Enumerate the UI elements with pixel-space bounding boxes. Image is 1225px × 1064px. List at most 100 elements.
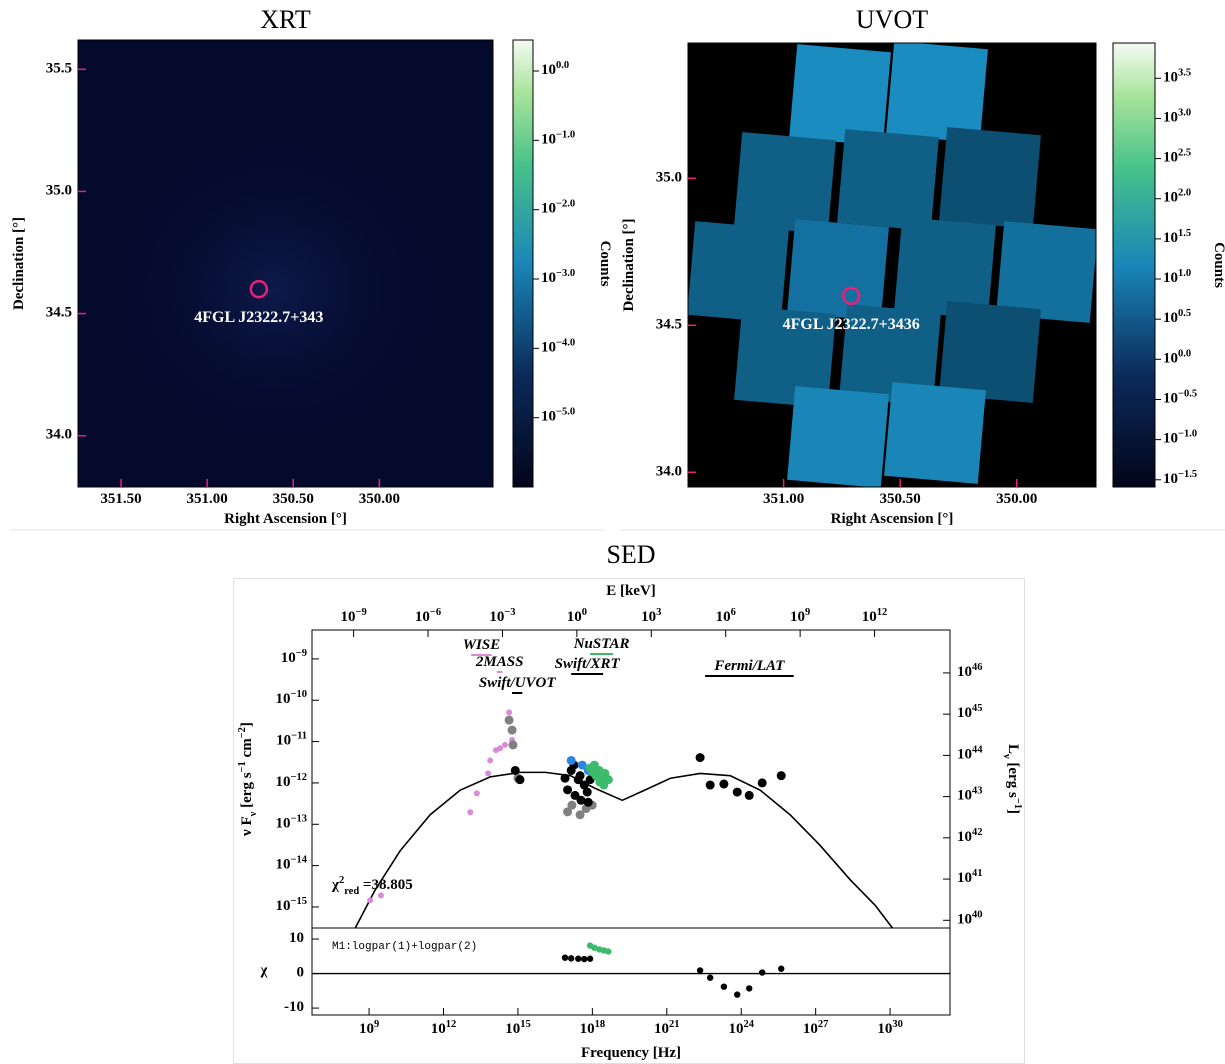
x-tick-label: 1021 <box>654 1019 680 1038</box>
data-point <box>599 781 608 790</box>
residual-point <box>707 975 713 981</box>
tile <box>787 219 889 321</box>
data-point <box>696 753 705 762</box>
y2-tick-label: 1046 <box>957 662 983 681</box>
colorbar-label: Counts <box>1211 242 1225 288</box>
x-axis-label: Right Ascension [°] <box>224 511 347 527</box>
chart-title: UVOT <box>856 5 928 34</box>
x-tick-label: 109 <box>359 1019 379 1038</box>
data-point <box>508 740 517 749</box>
data-point <box>505 716 514 725</box>
y-tick-label: 10−13 <box>276 813 307 832</box>
x-tick-label: 1015 <box>505 1019 531 1038</box>
x-tick-label: 1030 <box>877 1019 903 1038</box>
fit-statistic: χ2red =38.805 <box>331 875 413 897</box>
x-axis-label: Frequency [Hz] <box>581 1045 681 1061</box>
residual-y-tick-label: 0 <box>297 965 305 981</box>
data-point <box>777 771 786 780</box>
x2-axis-label: E [keV] <box>606 583 656 599</box>
x2-tick-label: 100 <box>567 607 587 626</box>
tile <box>894 217 996 319</box>
colorbar-tick-label: 102.5 <box>1163 147 1191 166</box>
xrt-exposure <box>105 130 445 450</box>
data-point <box>367 897 373 903</box>
residual-point <box>746 985 752 991</box>
x2-tick-label: 10−6 <box>415 607 441 626</box>
figure: XRT 351.50 351.00 350.50 350.00 34.0 34.5 35.0 3… <box>0 0 1225 1064</box>
x-tick-label: 350.50 <box>273 491 314 507</box>
data-point <box>378 892 384 898</box>
x-tick-label: 350.00 <box>996 491 1037 507</box>
x2-tick-label: 10−9 <box>341 607 367 626</box>
x2-tick-label: 106 <box>716 607 736 626</box>
colorbar-tick-label: 10−1.0 <box>1163 429 1197 448</box>
data-point <box>567 756 576 765</box>
y2-tick-label: 1044 <box>957 744 983 763</box>
model-curve <box>355 772 893 928</box>
data-point <box>563 785 572 794</box>
x-tick-label: 351.50 <box>100 491 141 507</box>
tile <box>687 221 789 323</box>
data-point <box>502 742 508 748</box>
x2-tick-label: 103 <box>641 607 661 626</box>
residual-point <box>568 955 574 961</box>
residual-point <box>697 967 703 973</box>
y2-tick-label: 1040 <box>957 909 983 928</box>
data-point <box>474 790 480 796</box>
residual-y-tick-label: -10 <box>284 1000 304 1016</box>
data-point <box>758 778 767 787</box>
data-point <box>719 780 728 789</box>
x2-tick-label: 109 <box>790 607 810 626</box>
x-tick-label: 1024 <box>728 1019 754 1038</box>
data-point <box>467 809 473 815</box>
uvot-colorbar <box>1113 43 1155 487</box>
y-tick-label: 35.0 <box>46 183 72 199</box>
colorbar-tick-label: 10−4.0 <box>541 337 575 356</box>
instrument-label: WISE <box>463 637 501 653</box>
data-point <box>590 761 599 770</box>
tile <box>787 386 889 488</box>
residual-y-tick-label: 10 <box>289 930 304 946</box>
data-point <box>733 788 742 797</box>
data-point <box>511 766 520 775</box>
x-tick-label: 351.00 <box>187 491 228 507</box>
tile <box>939 127 1041 229</box>
colorbar-tick-label: 103.5 <box>1163 67 1191 86</box>
data-point <box>584 798 593 807</box>
data-point <box>561 774 570 783</box>
residual-model: M1:logpar(1)+logpar(2) <box>332 941 477 953</box>
x-tick-label: 1012 <box>431 1019 457 1038</box>
colorbar-tick-label: 103.0 <box>1163 107 1191 126</box>
colorbar-label: Counts <box>597 241 613 287</box>
x-tick-label: 1018 <box>580 1019 606 1038</box>
tile <box>789 44 891 146</box>
instrument-label: Swift/UVOT <box>479 675 557 691</box>
y-tick-label: 10−15 <box>276 896 307 915</box>
colorbar-tick-label: 100.5 <box>1163 308 1191 327</box>
residual-point <box>721 983 727 989</box>
instrument-label: Fermi/LAT <box>713 658 785 674</box>
y-tick-label: 10−11 <box>276 730 307 749</box>
colorbar-tick-label: 10−0.5 <box>1163 388 1197 407</box>
xrt-colorbar <box>513 40 533 487</box>
y2-tick-label: 1041 <box>957 868 983 887</box>
source-label: 4FGL J2322.7+343 <box>194 309 323 326</box>
tile <box>886 41 988 143</box>
data-point <box>706 781 715 790</box>
y-tick-label: 34.5 <box>46 305 72 321</box>
x-tick-label: 1027 <box>803 1019 829 1038</box>
colorbar-tick-label: 10−1.5 <box>1163 469 1197 488</box>
y2-tick-label: 1042 <box>957 827 983 846</box>
x-tick-label: 350.00 <box>359 491 400 507</box>
data-point <box>487 757 493 763</box>
y2-tick-label: 1043 <box>957 786 983 805</box>
y-tick-label: 34.0 <box>46 427 72 443</box>
chart-title: XRT <box>260 5 311 34</box>
y-axis-label: Declination [°] <box>11 217 27 310</box>
y-axis-label: Declination [°] <box>621 218 637 311</box>
residual-point <box>605 948 611 954</box>
colorbar-tick-label: 10−5.0 <box>541 407 575 426</box>
colorbar-tick-label: 102.0 <box>1163 188 1191 207</box>
residual-point <box>587 956 593 962</box>
residual-y-label: χ <box>260 963 269 979</box>
